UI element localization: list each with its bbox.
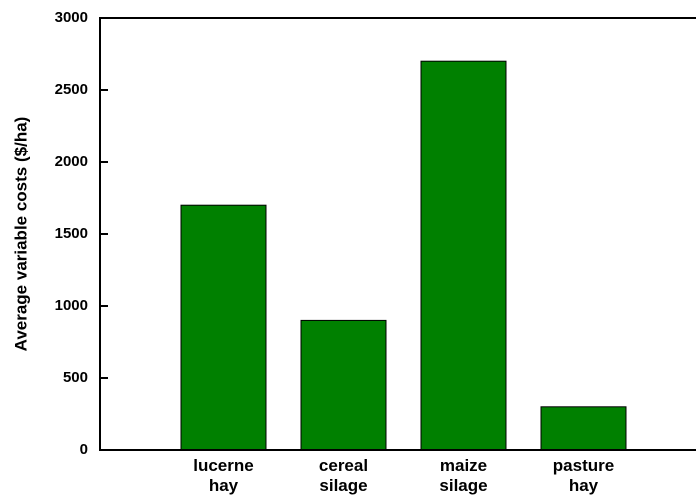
y-axis-label: Average variable costs ($/ha) (11, 117, 30, 352)
plot-frame (99, 17, 696, 451)
y-tick-label: 3000 (55, 9, 88, 26)
x-tick-label: maize silage (439, 456, 488, 495)
x-tick-label: cereal silage (318, 456, 369, 495)
bar (420, 60, 507, 451)
bar (300, 319, 387, 451)
bar (180, 204, 267, 451)
y-tick-label: 1500 (55, 225, 88, 242)
bar (540, 406, 627, 451)
y-tick-label: 1000 (55, 297, 88, 314)
y-tick-label: 2500 (55, 81, 88, 98)
y-tick-label: 500 (63, 369, 88, 386)
x-tick-label: lucerne hay (193, 456, 254, 495)
x-tick-label: pasture hay (552, 456, 615, 495)
y-tick-label: 2000 (55, 153, 88, 170)
y-tick-label: 0 (80, 441, 88, 458)
